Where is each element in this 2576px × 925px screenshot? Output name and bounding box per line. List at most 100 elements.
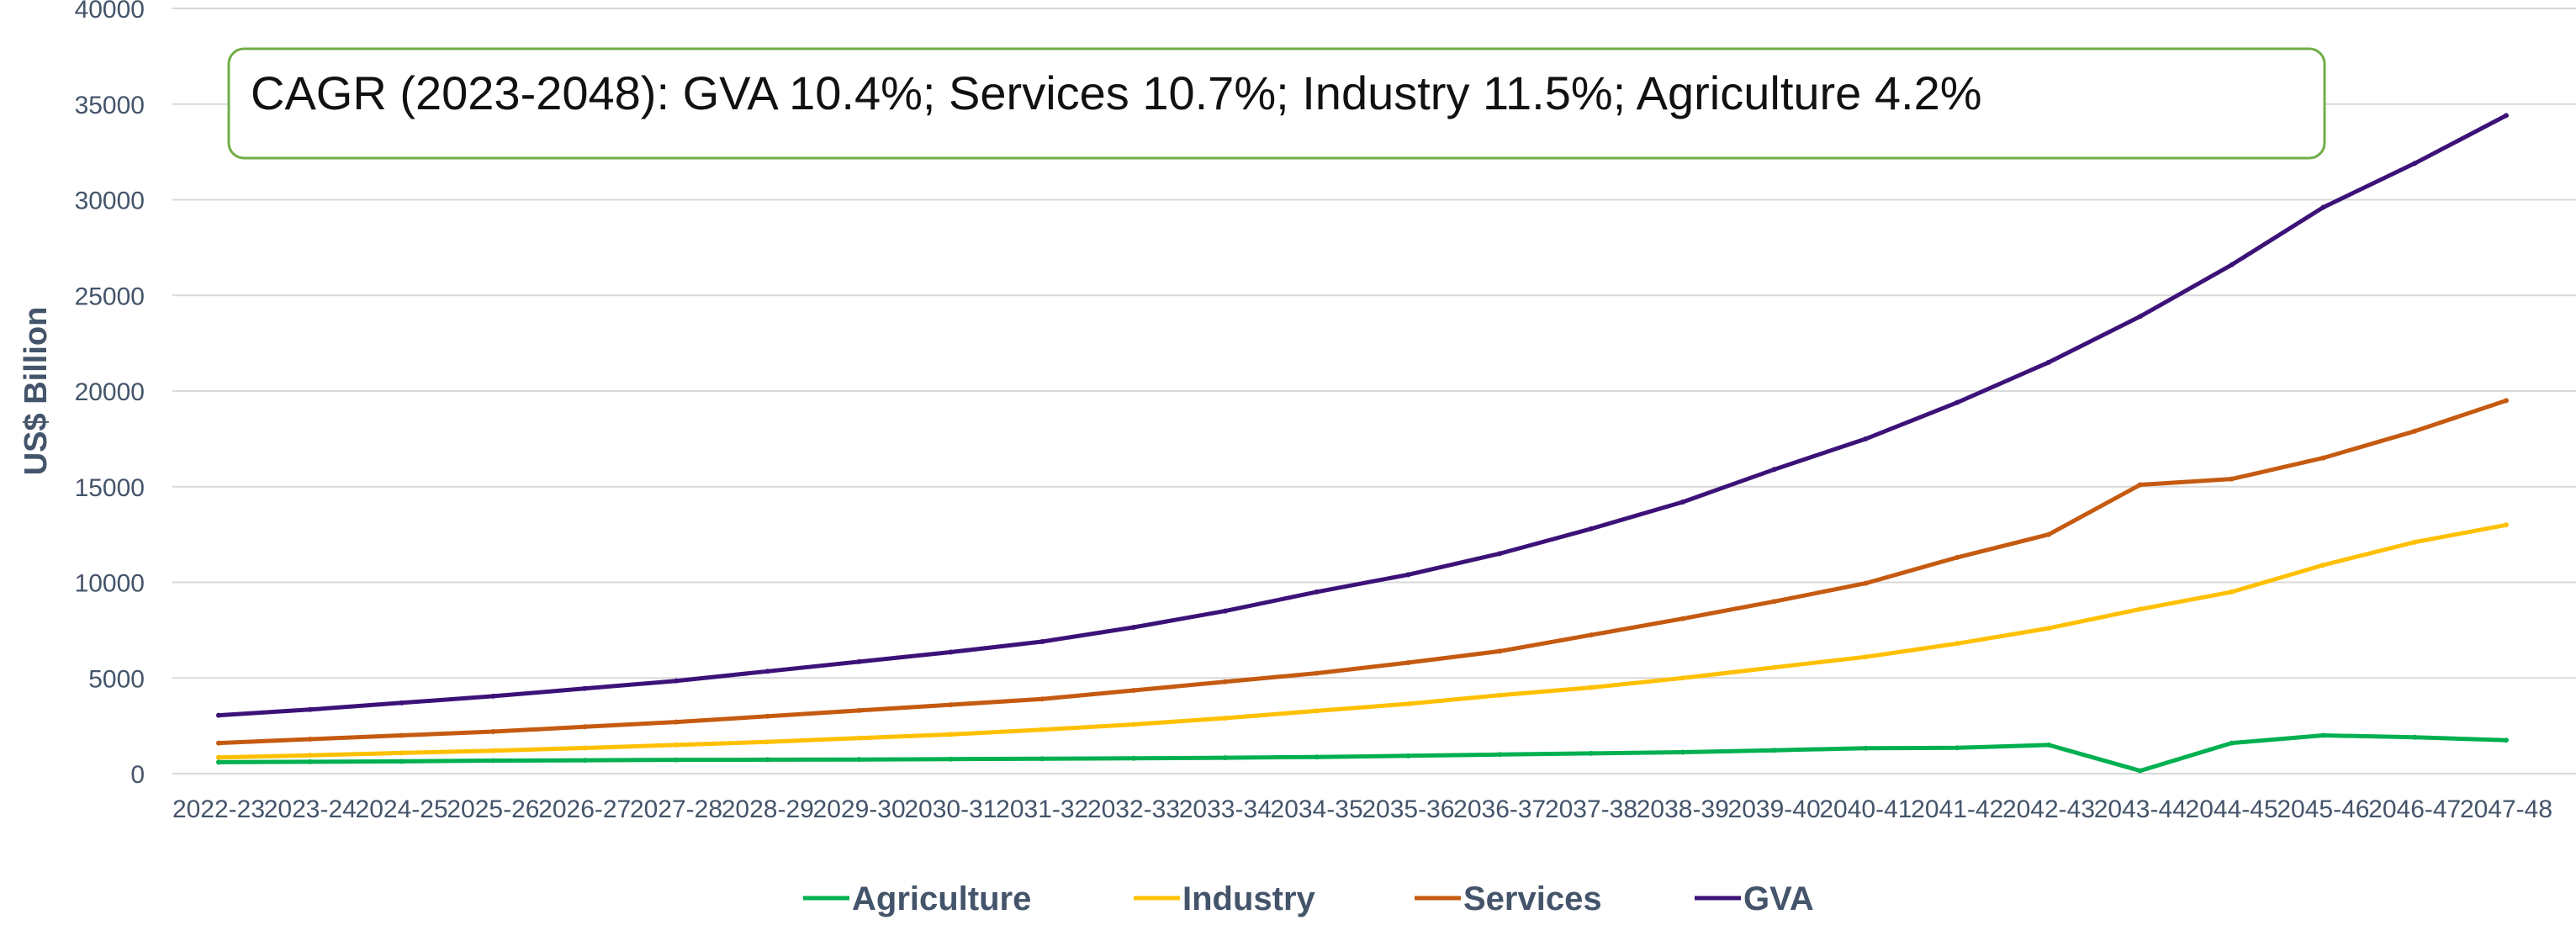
data-point-gva xyxy=(582,685,588,691)
data-point-industry xyxy=(1589,684,1594,690)
y-tick-label: 30000 xyxy=(75,188,145,215)
x-tick-label: 2025-26 xyxy=(447,796,539,823)
data-point-services xyxy=(1405,660,1411,666)
legend-label-industry: Industry xyxy=(1182,880,1316,917)
x-tick-label: 2033-34 xyxy=(1179,796,1272,823)
series-line-gva xyxy=(216,113,2509,718)
data-point-gva xyxy=(948,649,954,655)
data-point-industry xyxy=(2229,589,2235,595)
y-tick-label: 20000 xyxy=(75,378,145,406)
data-point-services xyxy=(2504,398,2509,404)
x-tick-label: 2032-33 xyxy=(1087,796,1180,823)
x-tick-label: 2024-25 xyxy=(356,796,448,823)
x-tick-label: 2023-24 xyxy=(264,796,357,823)
data-point-industry xyxy=(490,748,496,753)
data-point-agriculture xyxy=(399,758,405,764)
data-point-agriculture xyxy=(2229,740,2235,746)
data-point-services xyxy=(1314,670,1320,676)
data-point-services xyxy=(1131,688,1136,694)
x-tick-label: 2037-38 xyxy=(1545,796,1637,823)
data-point-services xyxy=(582,724,588,730)
x-tick-label: 2031-32 xyxy=(996,796,1088,823)
data-point-industry xyxy=(1039,727,1045,732)
data-point-gva xyxy=(2412,161,2418,166)
data-point-agriculture xyxy=(2412,734,2418,740)
series-agriculture xyxy=(216,732,2509,774)
annotation-text: CAGR (2023-2048): GVA 10.4%; Services 10… xyxy=(251,66,1982,119)
data-point-industry xyxy=(2046,626,2051,632)
data-point-industry xyxy=(1314,708,1320,714)
data-point-agriculture xyxy=(582,758,588,764)
cagr-annotation: CAGR (2023-2048): GVA 10.4%; Services 10… xyxy=(227,47,2326,160)
data-point-industry xyxy=(1863,654,1869,660)
data-point-agriculture xyxy=(1954,745,1960,751)
x-tick-label: 2040-41 xyxy=(1819,796,1912,823)
data-point-gva xyxy=(2320,204,2326,210)
x-tick-label: 2047-48 xyxy=(2460,796,2552,823)
data-point-industry xyxy=(674,742,679,748)
data-point-services xyxy=(764,713,770,719)
series-gva xyxy=(216,113,2509,718)
data-point-industry xyxy=(856,735,862,741)
data-point-agriculture xyxy=(1589,750,1594,756)
data-point-gva xyxy=(490,693,496,699)
data-point-agriculture xyxy=(1679,749,1685,755)
data-point-agriculture xyxy=(1314,754,1320,760)
data-point-services xyxy=(2046,531,2051,537)
data-point-gva xyxy=(1222,608,1228,614)
data-point-gva xyxy=(2137,314,2143,320)
series-industry xyxy=(216,522,2509,760)
y-tick-labels: 0 5000 10000 15000 20000 25000 30000 35000 40000 xyxy=(75,0,145,789)
data-point-services xyxy=(216,740,221,746)
data-point-agriculture xyxy=(216,759,221,765)
x-tick-label: 2041-42 xyxy=(1911,796,2003,823)
x-tick-label: 2026-27 xyxy=(538,796,631,823)
data-point-agriculture xyxy=(2504,737,2509,743)
x-tick-label: 2036-37 xyxy=(1453,796,1546,823)
data-point-agriculture xyxy=(1039,756,1045,762)
data-point-agriculture xyxy=(1771,748,1777,753)
data-point-industry xyxy=(216,754,221,760)
data-point-agriculture xyxy=(490,758,496,764)
data-point-services xyxy=(1954,554,1960,560)
data-point-industry xyxy=(2412,539,2418,545)
data-point-services xyxy=(1863,580,1869,586)
data-point-industry xyxy=(1497,692,1503,698)
x-tick-label: 2038-39 xyxy=(1637,796,1729,823)
data-point-gva xyxy=(1863,436,1869,441)
data-point-agriculture xyxy=(1405,753,1411,758)
data-point-gva xyxy=(216,712,221,718)
x-tick-label: 2044-45 xyxy=(2186,796,2278,823)
data-point-industry xyxy=(764,739,770,745)
series-line-services xyxy=(216,398,2509,746)
y-axis-label: US$ Billion xyxy=(19,307,54,476)
data-point-gva xyxy=(399,700,405,706)
annotation-box xyxy=(227,47,2326,160)
data-point-agriculture xyxy=(1222,755,1228,761)
data-point-services xyxy=(1222,679,1228,684)
data-point-industry xyxy=(399,750,405,756)
y-tick-label: 40000 xyxy=(75,0,145,24)
x-tick-label: 2027-28 xyxy=(630,796,722,823)
data-point-gva xyxy=(2229,262,2235,267)
data-point-gva xyxy=(1039,639,1045,645)
data-point-services xyxy=(1497,648,1503,654)
data-point-agriculture xyxy=(1497,752,1503,758)
data-point-industry xyxy=(2320,563,2326,568)
data-point-gva xyxy=(2046,359,2051,365)
data-point-gva xyxy=(764,669,770,674)
series-services xyxy=(216,398,2509,746)
data-point-industry xyxy=(307,753,313,758)
data-point-gva xyxy=(1771,467,1777,473)
x-tick-label: 2022-23 xyxy=(172,796,265,823)
data-point-agriculture xyxy=(674,757,679,763)
x-tick-label: 2034-35 xyxy=(1271,796,1363,823)
data-point-services xyxy=(2229,476,2235,482)
data-point-industry xyxy=(1222,716,1228,722)
x-tick-label: 2039-40 xyxy=(1728,796,1821,823)
data-point-agriculture xyxy=(2046,742,2051,748)
data-point-gva xyxy=(1954,399,1960,405)
data-point-agriculture xyxy=(764,757,770,763)
